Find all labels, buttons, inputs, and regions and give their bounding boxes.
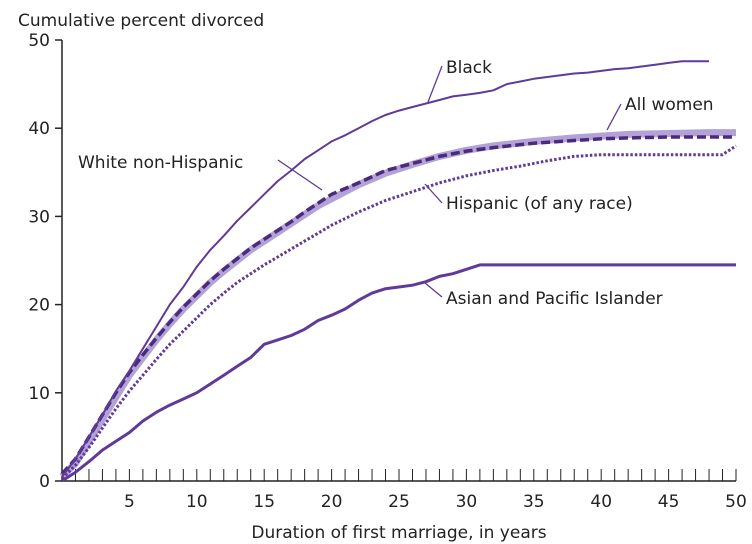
series-line-white-non-hispanic <box>60 135 736 476</box>
x-tick-label-5: 5 <box>124 492 135 512</box>
series-label-hispanic: Hispanic (of any race) <box>446 194 633 214</box>
series-label-asian-pacific-islander: Asian and Pacific Islander <box>446 289 663 309</box>
x-tick-label-10: 10 <box>186 492 208 512</box>
x-tick-label-40: 40 <box>590 492 612 512</box>
series-line-hispanic-of-any-race <box>60 144 737 480</box>
x-tick-label-20: 20 <box>321 492 343 512</box>
series-label-all-women: All women <box>625 95 714 115</box>
x-tick-label-35: 35 <box>523 492 545 512</box>
x-tick-label-25: 25 <box>388 492 410 512</box>
x-axis-title: Duration of first marriage, in years <box>251 523 546 543</box>
y-tick-label-20: 20 <box>28 296 50 316</box>
leader-hispanic <box>424 183 443 204</box>
series-line-asian-and-pacific-islander <box>61 263 736 483</box>
x-tick-label-15: 15 <box>253 492 275 512</box>
leader-asian-pacific-islander <box>424 282 443 298</box>
y-tick-label-30: 30 <box>28 207 50 227</box>
x-tick-label-45: 45 <box>658 492 680 512</box>
x-tick-label-50: 50 <box>725 492 747 512</box>
y-tick-label-0: 0 <box>39 472 50 492</box>
y-tick-label-40: 40 <box>28 119 50 139</box>
leader-white-non-hispanic <box>277 159 323 191</box>
y-tick-label-10: 10 <box>28 384 50 404</box>
leader-black <box>427 65 443 103</box>
series-line-black <box>61 60 709 478</box>
leader-all-women <box>606 103 622 131</box>
x-tick-label-30: 30 <box>456 492 478 512</box>
x-ticks: 5 10 15 20 25 30 35 40 45 50 <box>74 469 747 512</box>
y-axis-title: Cumulative percent divorced <box>18 11 264 31</box>
y-tick-label-50: 50 <box>28 31 50 51</box>
series-label-black: Black <box>446 58 492 78</box>
y-ticks: 0 10 20 30 40 50 <box>28 31 62 492</box>
label-leaders <box>277 65 622 298</box>
series-lines <box>59 60 737 483</box>
series-label-white-non-hispanic: White non-Hispanic <box>78 153 243 173</box>
